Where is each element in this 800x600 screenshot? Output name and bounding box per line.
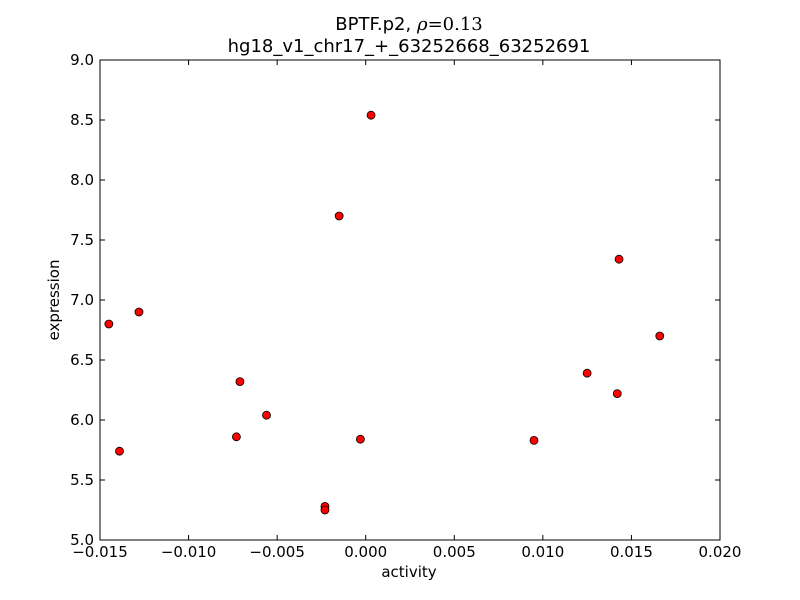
data-point bbox=[134, 307, 144, 317]
plot-area bbox=[99, 59, 721, 541]
axis-ticks: −0.015 −0.010 −0.005 0.000 0.005 0.010 0.015 0.… bbox=[70, 51, 741, 561]
y-tick-label: 6.5 bbox=[70, 351, 94, 369]
chart-title-gene: BPTF.p2 bbox=[335, 14, 405, 35]
data-point bbox=[366, 110, 376, 120]
chart-title-rho-symbol: ρ bbox=[416, 14, 428, 35]
data-point bbox=[104, 319, 114, 329]
x-tick-label: 0.020 bbox=[699, 543, 742, 561]
x-tick-label: −0.015 bbox=[72, 543, 128, 561]
data-point bbox=[320, 505, 330, 515]
data-point bbox=[614, 254, 624, 264]
y-tick-label: 9.0 bbox=[70, 51, 94, 69]
y-axis-label: expression bbox=[45, 260, 63, 341]
data-point bbox=[355, 434, 365, 444]
chart-title: BPTF.p2, ρ=0.13 bbox=[335, 14, 482, 35]
chart-title-rho-value: =0.13 bbox=[428, 14, 483, 35]
x-tick-label: 0.010 bbox=[521, 543, 564, 561]
x-axis-label: activity bbox=[381, 563, 436, 581]
chart-subtitle: hg18_v1_chr17_+_63252668_63252691 bbox=[228, 36, 591, 57]
y-tick-label: 8.0 bbox=[70, 171, 94, 189]
data-point bbox=[334, 211, 344, 221]
data-point bbox=[115, 446, 124, 456]
x-tick-label: 0.000 bbox=[344, 543, 387, 561]
x-tick-label: 0.005 bbox=[433, 543, 476, 561]
y-tick-label: 5.5 bbox=[70, 471, 94, 489]
y-tick-label: 6.0 bbox=[70, 411, 94, 429]
x-tick-label: −0.010 bbox=[161, 543, 217, 561]
data-point bbox=[529, 435, 539, 445]
data-point bbox=[231, 432, 241, 442]
y-tick-label: 7.5 bbox=[70, 231, 94, 249]
x-tick-label: 0.015 bbox=[610, 543, 653, 561]
data-point bbox=[235, 377, 245, 387]
data-points bbox=[104, 110, 665, 515]
data-point bbox=[655, 331, 665, 341]
y-tick-label: 8.5 bbox=[70, 111, 94, 129]
x-tick-label: −0.005 bbox=[249, 543, 305, 561]
data-point bbox=[612, 389, 622, 399]
data-point bbox=[582, 368, 592, 378]
y-tick-label: 7.0 bbox=[70, 291, 94, 309]
y-tick-label: 5.0 bbox=[70, 531, 94, 549]
data-point bbox=[262, 410, 271, 420]
